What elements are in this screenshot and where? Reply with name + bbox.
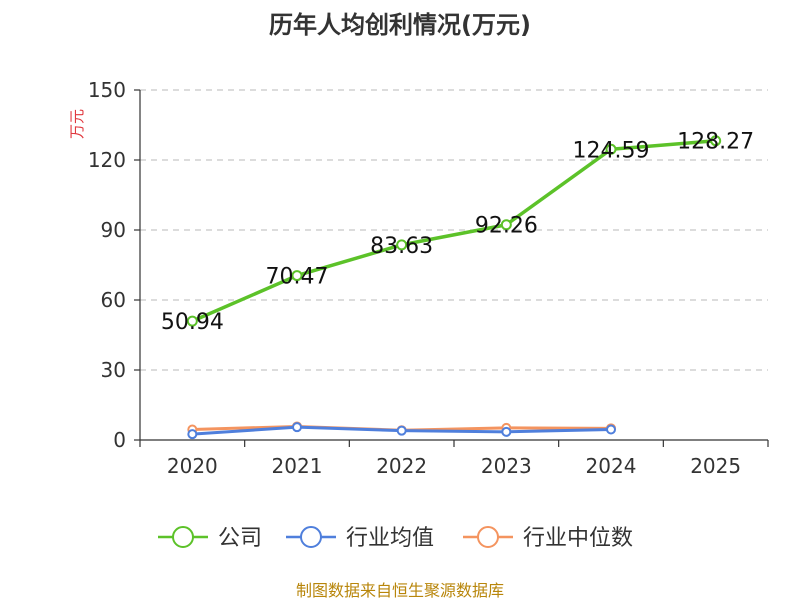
legend-marker: [172, 526, 194, 548]
legend-label: 行业中位数: [523, 526, 633, 551]
data-point: [396, 239, 408, 251]
y-tick-label: 60: [101, 288, 126, 312]
legend: 公司 行业均值 行业中位数: [158, 526, 633, 551]
legend-item: 行业均值: [286, 526, 434, 551]
y-axis-label: 万元: [68, 109, 86, 139]
x-tick-label: 2023: [481, 454, 532, 478]
y-tick-label: 150: [88, 78, 126, 102]
data-point: [605, 143, 617, 155]
x-tick-label: 2020: [167, 454, 218, 478]
data-point: [186, 315, 198, 327]
data-label: 128.27: [677, 130, 754, 155]
legend-label: 行业均值: [346, 526, 434, 551]
legend-label: 公司: [218, 526, 262, 551]
legend-marker: [300, 526, 322, 548]
legend-item: 公司: [158, 526, 262, 551]
data-label: 124.59: [573, 138, 650, 163]
data-label: 92.26: [475, 214, 538, 239]
data-point: [501, 426, 512, 437]
chart-title: 历年人均创利情况(万元): [269, 11, 531, 39]
y-tick-label: 90: [101, 218, 126, 242]
footer-source: 制图数据来自恒生聚源数据库: [296, 581, 504, 600]
y-tick-label: 0: [113, 428, 126, 452]
x-tick-label: 2022: [376, 454, 427, 478]
legend-item: 行业中位数: [463, 526, 633, 551]
data-point: [500, 219, 512, 231]
data-label: 70.47: [266, 265, 329, 290]
data-labels: 50.94 70.47 83.63 92.26 124.59 128.27: [161, 130, 754, 335]
series-line: [191, 138, 716, 323]
y-tick-label: 30: [101, 358, 126, 382]
grid-lines: [140, 89, 768, 371]
data-label: 83.63: [370, 234, 433, 259]
x-tick-label: 2021: [272, 454, 323, 478]
data-point: [396, 425, 407, 436]
x-tick-label: 2025: [690, 454, 741, 478]
data-point: [710, 135, 722, 147]
x-tick-label: 2024: [586, 454, 637, 478]
y-tick-label: 120: [88, 148, 126, 172]
data-point: [292, 422, 302, 433]
data-label: 50.94: [161, 310, 224, 335]
data-point: [187, 429, 198, 440]
axes: 0 30 60 90 120 150 2020 2021 2022 2023 2024 2025: [88, 78, 769, 478]
legend-marker: [477, 526, 499, 548]
data-point: [291, 270, 303, 282]
series-layer: [186, 135, 722, 440]
data-point: [606, 424, 616, 435]
